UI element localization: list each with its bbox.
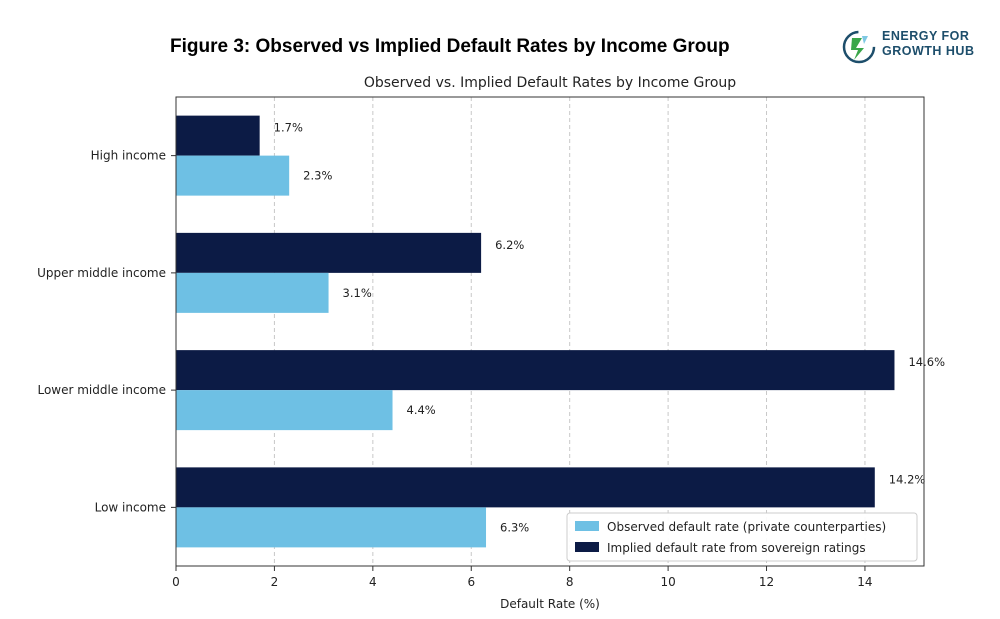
logo-line-2: GROWTH HUB: [882, 44, 975, 58]
x-axis-label: Default Rate (%): [500, 597, 600, 611]
bar-observed-0: [176, 155, 290, 196]
x-tick-label-8: 8: [566, 575, 574, 589]
x-tick-label-0: 0: [172, 575, 180, 589]
value-label-implied-0: 1.7%: [274, 121, 303, 135]
figure-title: Figure 3: Observed vs Implied Default Ra…: [170, 36, 730, 57]
bar-implied-0: [176, 115, 260, 156]
value-label-observed-0: 2.3%: [303, 169, 332, 183]
value-label-observed-2: 4.4%: [407, 403, 436, 417]
value-label-implied-3: 14.2%: [889, 472, 926, 486]
x-tick-label-4: 4: [369, 575, 377, 589]
plot-frame: [175, 96, 925, 567]
x-tick-label-6: 6: [467, 575, 475, 589]
x-tick-label-10: 10: [660, 575, 675, 589]
value-labels: 1.7% 2.3% 6.2% 3.1% 14.6% 4.4% 14.2% 6.3%: [274, 121, 945, 535]
energy-for-growth-hub-logo: ENERGY FOR GROWTH HUB: [840, 24, 990, 70]
bar-implied-3: [176, 467, 875, 508]
legend-box: [566, 512, 918, 562]
logo-line-1: ENERGY FOR: [882, 29, 970, 43]
legend: Observed default rate (private counterpa…: [566, 512, 918, 562]
logo-wordmark: ENERGY FOR GROWTH HUB: [882, 29, 975, 59]
bar-observed-3: [176, 507, 487, 548]
legend-label-implied: Implied default rate from sovereign rati…: [607, 541, 866, 555]
value-label-implied-1: 6.2%: [495, 238, 524, 252]
y-tick-label-2: Lower middle income: [37, 383, 166, 397]
value-label-observed-1: 3.1%: [343, 286, 372, 300]
chart-title: Observed vs. Implied Default Rates by In…: [364, 75, 736, 91]
x-tick-label-12: 12: [759, 575, 774, 589]
bar-observed-1: [176, 272, 329, 313]
y-tick-label-3: Low income: [95, 500, 166, 514]
legend-swatch-observed: [575, 521, 599, 531]
legend-label-observed: Observed default rate (private counterpa…: [607, 520, 886, 534]
y-tick-label-0: High income: [91, 149, 166, 163]
y-axis-ticks: High income Upper middle income Lower midd…: [37, 149, 176, 514]
y-tick-label-1: Upper middle income: [37, 266, 166, 280]
value-label-observed-3: 6.3%: [500, 520, 529, 534]
value-label-implied-2: 14.6%: [908, 355, 945, 369]
x-tick-label-14: 14: [857, 575, 872, 589]
legend-swatch-implied: [575, 542, 599, 552]
logo-emblem-icon: [842, 30, 876, 64]
x-tick-label-2: 2: [271, 575, 279, 589]
bar-implied-2: [176, 350, 895, 391]
bar-observed-2: [176, 390, 393, 431]
bars: [176, 115, 895, 548]
x-axis-ticks: 0 2 4 6 8 10 12 14: [172, 566, 873, 589]
bar-implied-1: [176, 232, 482, 273]
